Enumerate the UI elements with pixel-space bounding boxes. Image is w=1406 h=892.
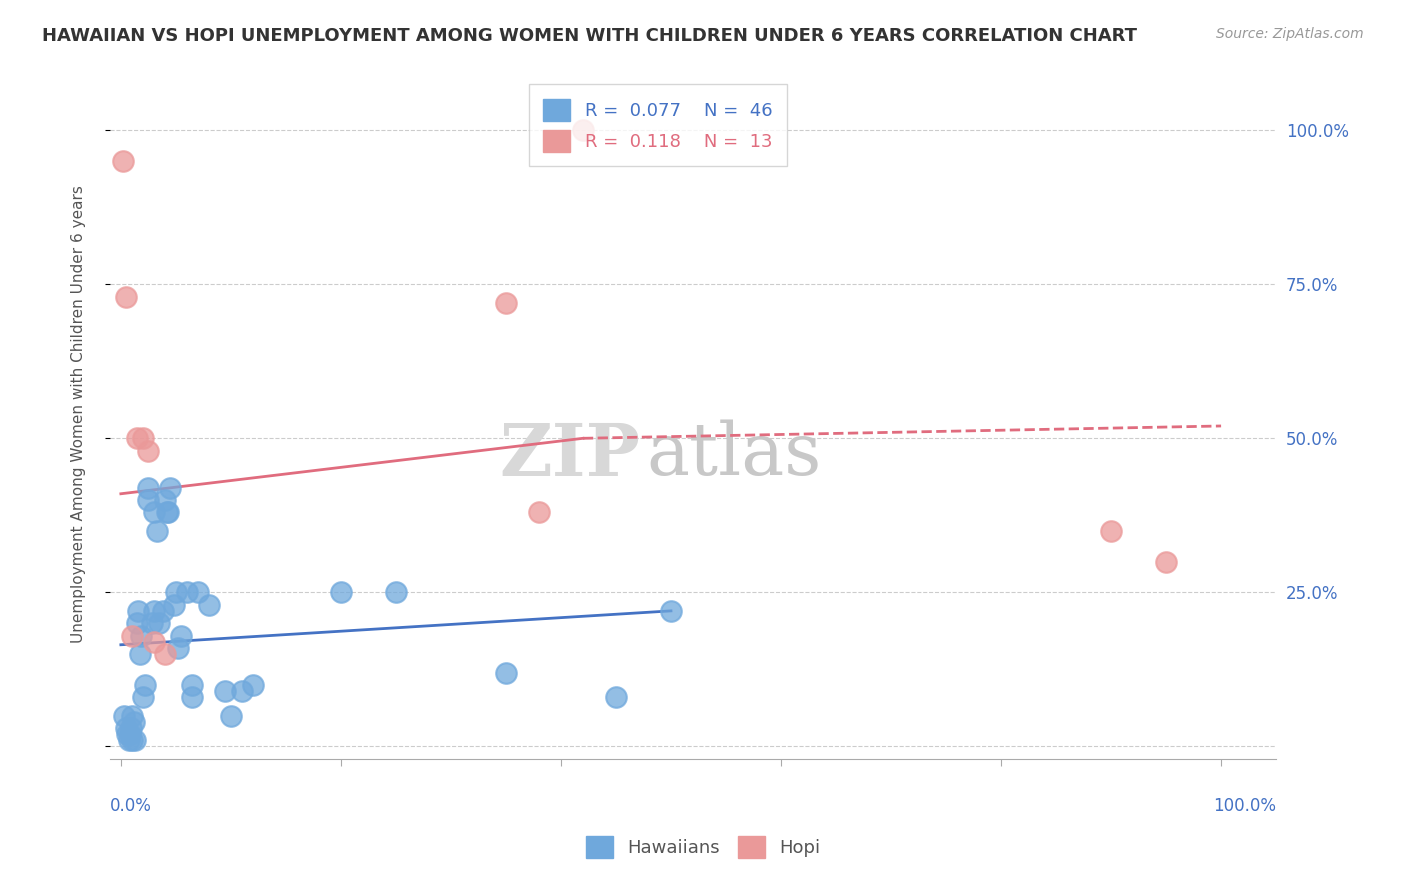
Text: atlas: atlas (647, 420, 821, 491)
Point (231, 684, 253, 698)
Point (128, 647, 150, 661)
Point (385, 585, 408, 599)
Point (153, 492, 176, 507)
Point (138, 443, 160, 458)
Point (142, 604, 165, 618)
Point (214, 684, 236, 698)
Point (572, 123, 595, 137)
Point (121, 733, 143, 747)
Text: 100.0%: 100.0% (1213, 797, 1277, 814)
Point (142, 634, 165, 648)
Point (170, 628, 193, 642)
Point (117, 727, 139, 741)
Text: 0.0%: 0.0% (110, 797, 152, 814)
Point (1099, 524, 1122, 538)
Point (163, 598, 186, 612)
Point (117, 733, 139, 747)
Point (115, 721, 138, 735)
Point (132, 690, 155, 705)
Point (495, 665, 517, 680)
Point (153, 647, 176, 661)
Text: Source: ZipAtlas.com: Source: ZipAtlas.com (1216, 27, 1364, 41)
Point (329, 585, 352, 599)
Point (115, 289, 138, 303)
Point (198, 598, 221, 612)
Point (127, 616, 149, 631)
Point (1154, 555, 1177, 569)
Point (142, 505, 165, 519)
Text: ZIP: ZIP (499, 419, 641, 491)
Legend: Hawaiians, Hopi: Hawaiians, Hopi (578, 829, 828, 865)
Point (138, 481, 160, 495)
Point (127, 604, 149, 618)
Point (605, 690, 627, 705)
Point (176, 585, 198, 599)
Text: HAWAIIAN VS HOPI UNEMPLOYMENT AMONG WOMEN WITH CHILDREN UNDER 6 YEARS CORRELATIO: HAWAIIAN VS HOPI UNEMPLOYMENT AMONG WOME… (42, 27, 1137, 45)
Point (146, 524, 169, 538)
Point (165, 585, 187, 599)
Point (122, 714, 145, 729)
Point (118, 727, 141, 741)
Point (152, 604, 174, 618)
Point (156, 505, 179, 519)
Point (219, 708, 242, 723)
Point (157, 505, 180, 519)
Point (242, 678, 264, 692)
Point (124, 733, 146, 747)
Point (121, 708, 143, 723)
Point (181, 678, 204, 692)
Point (187, 585, 209, 599)
Point (129, 628, 152, 642)
Point (659, 604, 682, 618)
Point (132, 431, 155, 445)
Point (134, 678, 156, 692)
Point (121, 628, 143, 642)
Point (141, 616, 163, 631)
Point (148, 616, 170, 631)
Point (120, 721, 142, 735)
Y-axis label: Unemployment Among Women with Children Under 6 years: Unemployment Among Women with Children U… (72, 185, 86, 642)
Point (112, 708, 135, 723)
Point (159, 481, 181, 495)
Point (127, 431, 149, 445)
Point (495, 295, 517, 310)
Point (527, 505, 550, 519)
Point (112, 153, 135, 168)
Point (181, 690, 204, 705)
Point (138, 492, 160, 507)
Point (167, 640, 190, 655)
Legend: R =  0.077    N =  46, R =  0.118    N =  13: R = 0.077 N = 46, R = 0.118 N = 13 (529, 85, 787, 167)
